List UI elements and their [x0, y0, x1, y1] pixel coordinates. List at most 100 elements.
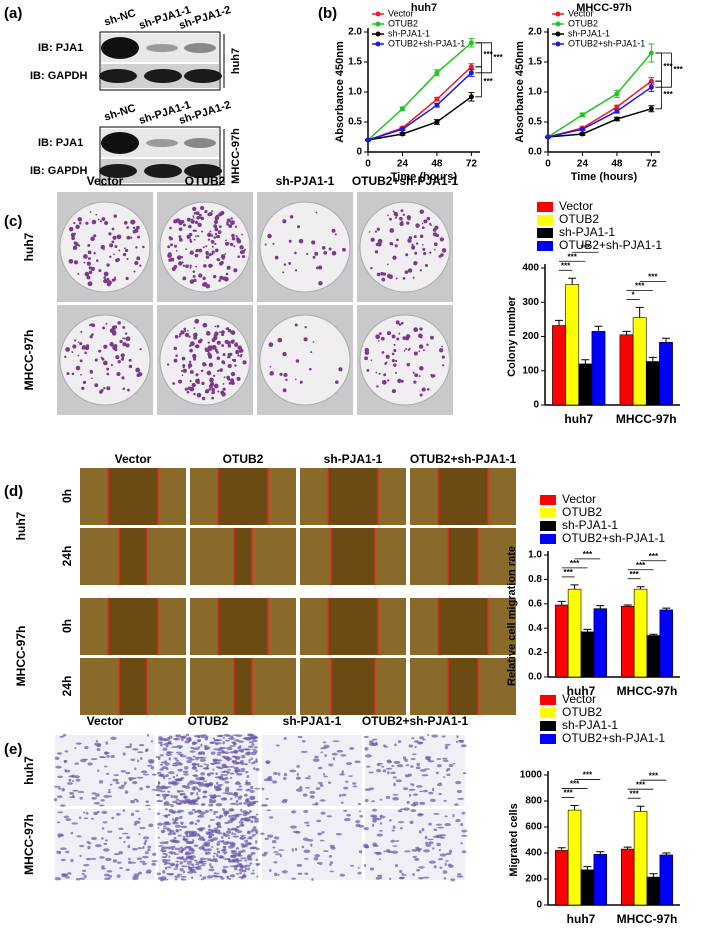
colony	[404, 270, 409, 274]
colony	[283, 372, 288, 378]
blot-band	[146, 139, 178, 147]
colony	[116, 371, 121, 377]
cell	[399, 869, 403, 874]
colony	[189, 238, 192, 242]
cell	[135, 810, 140, 813]
cell	[200, 772, 206, 776]
cell	[399, 827, 403, 830]
colony	[277, 337, 283, 343]
cell	[191, 863, 195, 867]
colony	[220, 390, 225, 395]
cell	[249, 795, 256, 799]
cell	[185, 845, 191, 849]
cell	[159, 754, 164, 757]
colony	[103, 248, 105, 251]
cell	[145, 804, 151, 807]
cell	[246, 803, 252, 807]
colony	[120, 357, 124, 361]
cell	[415, 846, 420, 850]
cell	[159, 763, 164, 766]
cell	[208, 803, 214, 807]
cell	[169, 839, 176, 843]
colony	[108, 232, 112, 236]
cell	[164, 808, 169, 811]
colony	[394, 216, 398, 219]
cell	[251, 743, 255, 746]
cell	[216, 850, 221, 854]
cell	[246, 751, 251, 755]
colony	[211, 210, 213, 212]
cell	[234, 756, 241, 760]
cell	[144, 839, 148, 843]
cell	[261, 803, 268, 807]
cell	[241, 874, 247, 878]
cell	[185, 733, 190, 737]
cell	[138, 871, 143, 875]
y-axis-label: Absorbance 450nm	[334, 41, 346, 143]
cell	[438, 792, 442, 796]
cell	[225, 786, 230, 790]
colony	[418, 375, 421, 378]
cell	[229, 745, 236, 747]
cell	[314, 755, 319, 759]
cell	[79, 877, 86, 880]
cell	[168, 777, 172, 780]
colony	[338, 367, 343, 372]
cell	[145, 800, 150, 803]
cell	[182, 870, 186, 874]
colony	[387, 379, 390, 382]
colony	[213, 219, 219, 225]
bar	[620, 848, 635, 906]
colony	[205, 283, 211, 289]
colony	[241, 233, 243, 236]
blot-row-label: IB: PJA1	[38, 42, 83, 54]
cell	[130, 812, 135, 817]
cell	[171, 818, 175, 821]
cell	[379, 876, 383, 880]
colony	[101, 217, 106, 221]
colony	[213, 224, 218, 228]
cell	[237, 796, 242, 800]
cell	[182, 858, 188, 861]
cell	[213, 812, 216, 816]
error-bar	[662, 607, 671, 610]
cell	[250, 757, 253, 760]
cell	[110, 736, 117, 741]
colony	[100, 244, 106, 250]
column-header: Vector	[87, 174, 124, 188]
cell	[216, 753, 222, 756]
cell	[295, 831, 301, 834]
colony	[267, 233, 272, 239]
cell	[177, 802, 183, 805]
colony	[396, 337, 400, 341]
cell	[404, 774, 410, 778]
colony	[135, 246, 138, 249]
cell	[252, 869, 255, 872]
cell	[305, 824, 311, 827]
y-tick-label: 0.2	[528, 647, 542, 658]
cell	[357, 871, 362, 875]
cell	[249, 810, 252, 813]
colony	[381, 336, 385, 341]
cell	[194, 833, 200, 837]
cell	[303, 849, 311, 854]
cell	[162, 850, 167, 853]
legend-label: OTUB2+sh-PJA1-1	[562, 731, 665, 745]
cell	[241, 849, 246, 853]
cell	[208, 798, 213, 802]
cell	[168, 855, 171, 858]
cell	[235, 770, 239, 774]
cell	[118, 786, 125, 790]
cell	[343, 809, 348, 812]
cell	[56, 821, 61, 824]
cell	[207, 839, 213, 842]
cell	[236, 772, 243, 776]
cell	[296, 764, 300, 768]
cell	[60, 858, 66, 862]
colony	[136, 256, 141, 261]
cell	[77, 790, 85, 794]
cell	[205, 858, 212, 860]
cell	[456, 875, 464, 878]
cell	[357, 802, 361, 806]
cell	[239, 745, 242, 749]
